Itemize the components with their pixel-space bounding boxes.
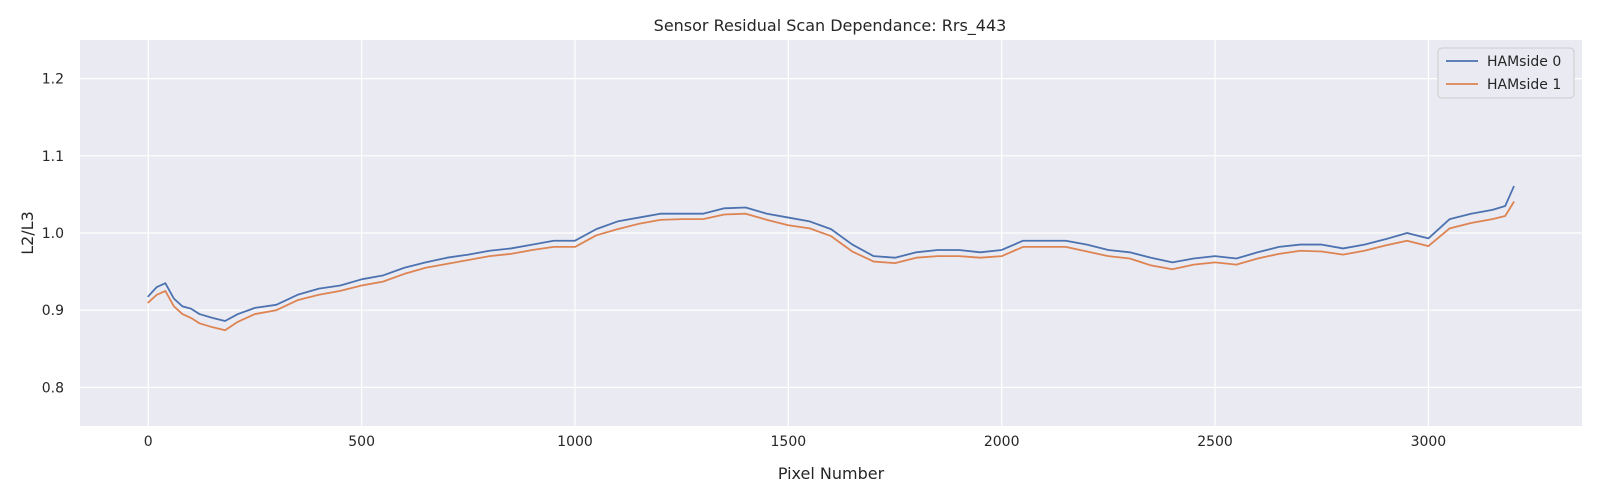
y-tick-label-4: 1.2 (42, 72, 64, 88)
x-tick-label-6: 3000 (1411, 434, 1447, 450)
x-tick-label-1: 500 (348, 434, 375, 450)
y-tick-label-3: 1.1 (42, 149, 64, 165)
x-axis-label: Pixel Number (778, 464, 885, 483)
x-tick-label-0: 0 (144, 434, 153, 450)
y-axis-label: L2/L3 (18, 211, 37, 255)
series-line-hamside-0 (147, 185, 1515, 322)
legend-label-hamside-1: HAMside 1 (1487, 77, 1561, 93)
y-tick-label-1: 0.9 (42, 303, 64, 319)
x-tick-label-4: 2000 (984, 434, 1020, 450)
y-tick-label-2: 1.0 (42, 226, 64, 242)
x-tick-label-5: 2500 (1197, 434, 1233, 450)
series-line-hamside-1 (147, 201, 1515, 332)
y-tick-label-0: 0.8 (42, 380, 64, 396)
x-tick-label-3: 1500 (771, 434, 807, 450)
grid-lines (80, 40, 1582, 426)
x-tick-label-2: 1000 (557, 434, 593, 450)
chart-title: Sensor Residual Scan Dependance: Rrs_443 (654, 16, 1007, 36)
legend: HAMside 0 HAMside 1 (1437, 47, 1575, 99)
legend-label-hamside-0: HAMside 0 (1487, 54, 1561, 70)
series-layer (147, 185, 1515, 332)
axis-ticks: 0 500 1000 1500 2000 2500 3000 0.8 0.9 1.0 1.1 1.2 (42, 72, 1446, 450)
